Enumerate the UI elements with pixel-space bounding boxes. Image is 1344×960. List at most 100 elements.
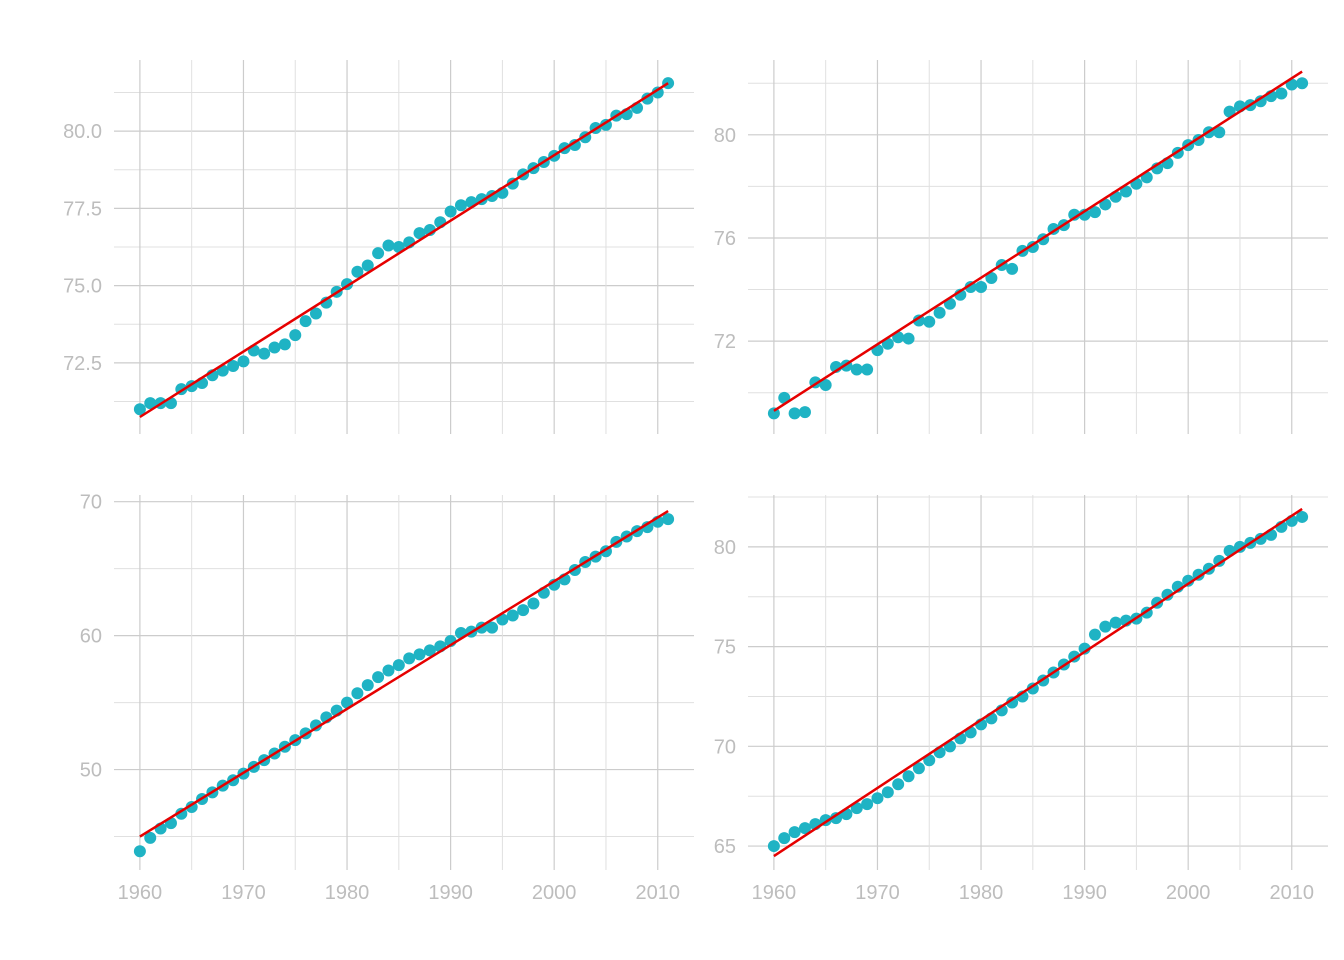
x-tick-label: 2000	[532, 882, 577, 904]
y-tick-label: 70	[80, 492, 102, 514]
data-point	[662, 513, 675, 526]
trend-line	[773, 507, 1303, 858]
data-point	[850, 802, 863, 815]
data-point	[486, 621, 499, 634]
data-point	[382, 239, 395, 252]
data-point	[902, 332, 915, 345]
data-point	[778, 832, 791, 845]
data-point	[1026, 682, 1039, 695]
data-point	[1099, 198, 1112, 211]
data-point	[372, 247, 385, 260]
trend-line	[139, 82, 669, 419]
data-point	[527, 597, 540, 610]
y-tick-label: 75.0	[63, 276, 102, 298]
data-point	[144, 831, 157, 844]
data-point	[309, 307, 322, 320]
data-point	[144, 397, 157, 410]
data-point	[1161, 588, 1174, 601]
data-point	[351, 687, 364, 700]
x-tick-label: 1990	[428, 882, 473, 904]
data-point	[289, 329, 302, 342]
data-point	[444, 205, 457, 218]
data-point	[268, 341, 281, 354]
panel-bottom-left: 50 60 70 1960 1970 1980 1990 2000 2010	[80, 492, 694, 904]
data-point	[361, 679, 374, 692]
data-point	[1120, 185, 1133, 198]
panel-top-right: 72 76 80	[714, 60, 1328, 434]
data-point	[830, 812, 843, 825]
y-tick-label: 80	[714, 125, 736, 147]
y-tick-label: 72.5	[63, 353, 102, 375]
trend-line	[773, 70, 1303, 412]
data-point	[175, 807, 188, 820]
data-point	[923, 315, 936, 328]
data-point	[850, 363, 863, 376]
data-point	[798, 822, 811, 835]
data-point	[641, 521, 654, 534]
panel-top-left: 72.5 75.0 77.5 80.0	[63, 60, 694, 434]
data-point	[392, 659, 405, 672]
data-point	[798, 406, 811, 419]
data-point	[1296, 77, 1309, 90]
data-point	[767, 407, 780, 420]
x-tick-label: 1970	[221, 882, 266, 904]
x-tick-label: 1980	[325, 882, 370, 904]
data-point	[372, 671, 385, 684]
data-point	[413, 227, 426, 240]
y-tick-label: 76	[714, 228, 736, 250]
data-point	[361, 259, 374, 272]
data-point	[1006, 696, 1019, 709]
data-point	[309, 719, 322, 732]
data-point	[975, 280, 988, 293]
x-tick-label: 2000	[1166, 882, 1211, 904]
data-point	[881, 786, 894, 799]
data-point	[1254, 532, 1267, 545]
data-point	[1078, 642, 1091, 655]
data-point	[1213, 126, 1226, 139]
y-tick-label: 75	[714, 637, 736, 659]
panel-bottom-right: 65 70 75 80 1960 1970 1980 1990 2000 2010	[714, 495, 1328, 904]
data-point	[1068, 208, 1081, 221]
data-point	[651, 86, 664, 99]
data-point	[1182, 574, 1195, 587]
data-point	[1254, 95, 1267, 108]
data-point	[1088, 628, 1101, 641]
x-tick-label: 1960	[118, 882, 163, 904]
x-tick-label: 1980	[959, 882, 1004, 904]
y-tick-label: 60	[80, 626, 102, 648]
y-tick-label: 77.5	[63, 198, 102, 220]
data-point	[861, 798, 874, 811]
data-point	[403, 652, 416, 665]
x-tick-label: 2010	[636, 882, 681, 904]
data-point	[423, 644, 436, 657]
data-point	[413, 648, 426, 661]
data-point	[1275, 87, 1288, 100]
data-point	[227, 360, 240, 372]
trend-line	[139, 510, 669, 838]
data-point	[351, 265, 364, 278]
data-point	[568, 139, 581, 151]
y-tick-label: 80.0	[63, 121, 102, 143]
data-point	[506, 609, 519, 622]
x-tick-label: 1970	[855, 882, 900, 904]
data-point	[892, 778, 905, 791]
data-point	[496, 613, 509, 626]
data-point	[278, 338, 291, 351]
x-tick-label: 1990	[1062, 882, 1107, 904]
data-point	[861, 363, 874, 376]
y-tick-label: 72	[714, 331, 736, 353]
data-point	[985, 271, 998, 284]
data-point	[133, 845, 146, 858]
data-point	[933, 306, 946, 319]
data-point	[912, 762, 925, 775]
data-point	[788, 407, 801, 420]
data-point	[1006, 262, 1019, 275]
data-point	[517, 604, 530, 617]
data-point	[1213, 554, 1226, 567]
y-tick-label: 80	[714, 537, 736, 559]
data-point	[382, 664, 395, 677]
data-point	[258, 347, 271, 360]
data-point	[819, 378, 832, 391]
data-point	[788, 826, 801, 839]
